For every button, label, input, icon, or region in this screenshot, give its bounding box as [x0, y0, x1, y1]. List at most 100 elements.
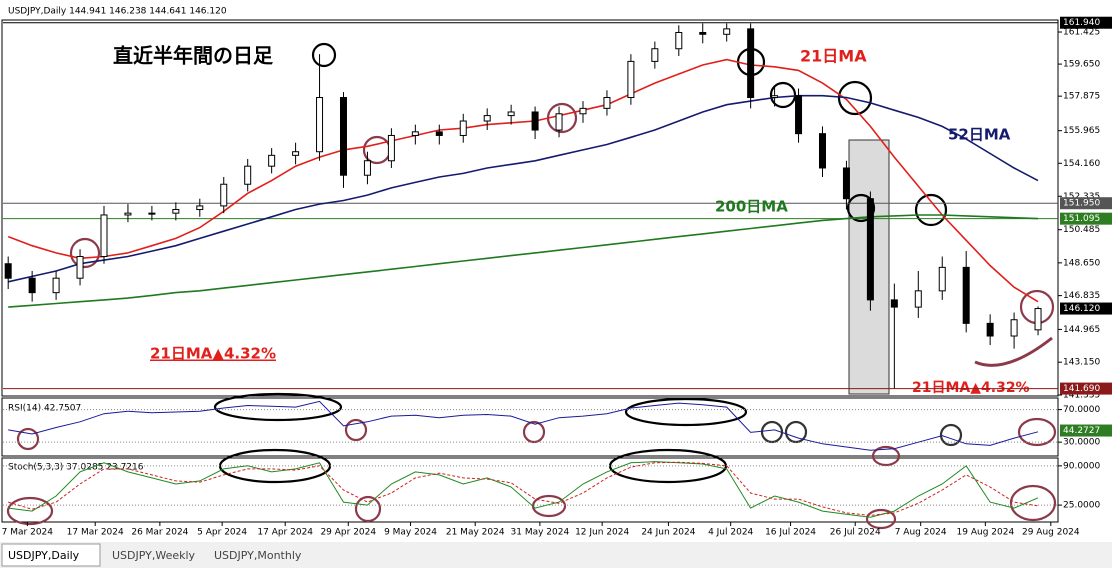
x-tick-label: 31 May 2024: [511, 528, 570, 538]
level-label: 146.120: [1063, 304, 1100, 314]
candle-body: [579, 107, 587, 115]
y-tick-label: 161.425: [1063, 28, 1100, 38]
candle-body: [220, 183, 228, 207]
candle-body: [4, 263, 12, 279]
candle-body: [244, 165, 252, 185]
level-label: 44.2727: [1063, 426, 1100, 436]
tab[interactable]: USDJPY,Daily: [8, 549, 80, 562]
level-box: [1060, 382, 1112, 395]
x-tick-label: 29 Aug 2024: [1022, 528, 1080, 538]
candle-body: [76, 256, 84, 279]
tab[interactable]: USDJPY,Monthly: [214, 549, 302, 562]
candle-body: [651, 48, 659, 62]
candle-body: [507, 111, 515, 117]
line-series: [8, 461, 1039, 516]
level-box: [1060, 16, 1112, 29]
x-tick-label: 19 Aug 2024: [957, 528, 1015, 538]
y-tick-label: 154.160: [1063, 159, 1100, 169]
line-series: [8, 400, 1039, 451]
y-tick-label: 148.650: [1063, 258, 1100, 268]
candle-body: [866, 198, 874, 301]
candle-body: [914, 290, 922, 308]
candle-body: [603, 97, 611, 109]
candle-body: [531, 111, 539, 131]
y-tick-label: 144.965: [1063, 325, 1100, 335]
candle-body: [52, 277, 60, 294]
line-series: [8, 94, 1039, 283]
x-tick-label: 29 Apr 2024: [320, 528, 376, 538]
panel-title: Stoch(5,3,3) 37.0285 23.7216: [8, 463, 144, 473]
level-label: 161.940: [1063, 18, 1100, 28]
annotation: 21日MA▲4.32%: [912, 380, 1030, 396]
candle-body: [339, 97, 347, 176]
y-tick-label: 143.150: [1063, 358, 1100, 368]
candle-body: [723, 28, 731, 35]
y-tick-label: 90.0000: [1063, 461, 1100, 471]
y-tick-label: 25.0000: [1063, 501, 1100, 511]
candle-body: [1010, 319, 1018, 337]
candle-body: [124, 212, 132, 216]
tab-bar: [0, 542, 1112, 568]
x-tick-label: 5 Apr 2024: [197, 528, 247, 538]
x-tick-label: 17 Mar 2024: [67, 528, 124, 538]
line-series: [7, 58, 1039, 303]
candle-body: [172, 209, 180, 214]
y-tick-label: 30.0000: [1063, 438, 1100, 448]
level-label: 141.690: [1063, 384, 1100, 394]
x-tick-label: 16 Jul 2024: [765, 528, 816, 538]
stoch-panel: [1, 457, 1059, 523]
candle-body: [842, 167, 850, 200]
y-tick-label: 141.335: [1063, 391, 1100, 401]
y-tick-label: 150.485: [1063, 225, 1100, 235]
tab[interactable]: USDJPY,Weekly: [112, 549, 196, 562]
annotation: 21日MA▲4.32%: [150, 345, 276, 363]
x-tick-label: 4 Jul 2024: [708, 528, 753, 538]
candle-body: [316, 97, 324, 153]
x-tick-label: 21 May 2024: [446, 528, 505, 538]
candle-body: [196, 205, 204, 211]
candle-body: [292, 151, 300, 156]
candle-body: [459, 120, 467, 136]
candle-body: [555, 113, 563, 131]
x-tick-label: 7 Aug 2024: [895, 528, 947, 538]
candle-body: [627, 60, 635, 99]
candle-body: [771, 95, 779, 99]
y-tick-label: 146.835: [1063, 291, 1100, 301]
tab-active[interactable]: [1, 543, 101, 567]
x-tick-label: 24 Jun 2024: [641, 528, 695, 538]
annotation: 直近半年間の日足: [113, 44, 274, 68]
x-tick-label: 26 Jul 2024: [830, 528, 881, 538]
header: USDJPY,Daily 144.941 146.238 144.641 146…: [8, 7, 227, 17]
line-series: [8, 461, 1039, 518]
level-label: 151.095: [1063, 214, 1100, 224]
candle-body: [1034, 308, 1042, 331]
y-tick-label: 157.875: [1063, 92, 1100, 102]
candle-body: [818, 133, 826, 169]
level-box: [1060, 424, 1112, 437]
price-panel: [1, 19, 1059, 397]
x-tick-label: 12 Jun 2024: [575, 528, 629, 538]
candle-body: [435, 131, 443, 136]
series-label: 200日MA: [715, 198, 788, 216]
level-box: [1060, 197, 1112, 210]
series-label: 21日MA: [800, 47, 867, 66]
candle-body: [387, 134, 395, 162]
y-tick-label: 152.335: [1063, 192, 1100, 202]
candle-body: [100, 214, 108, 258]
candle-body: [747, 28, 755, 99]
level-box: [1060, 302, 1112, 315]
y-tick-label: 159.650: [1063, 60, 1100, 70]
series-label: 52日MA: [948, 126, 1011, 144]
candle-body: [986, 322, 994, 337]
x-tick-label: 26 Mar 2024: [131, 528, 188, 538]
x-tick-label: 7 Mar 2024: [2, 528, 54, 538]
x-tick-label: 9 May 2024: [384, 528, 437, 538]
line-series: [8, 214, 1039, 308]
candle-body: [938, 266, 946, 292]
candle-body: [699, 31, 707, 35]
candle-body: [675, 31, 683, 50]
y-tick-label: 155.965: [1063, 126, 1100, 136]
candle-body: [483, 115, 491, 122]
